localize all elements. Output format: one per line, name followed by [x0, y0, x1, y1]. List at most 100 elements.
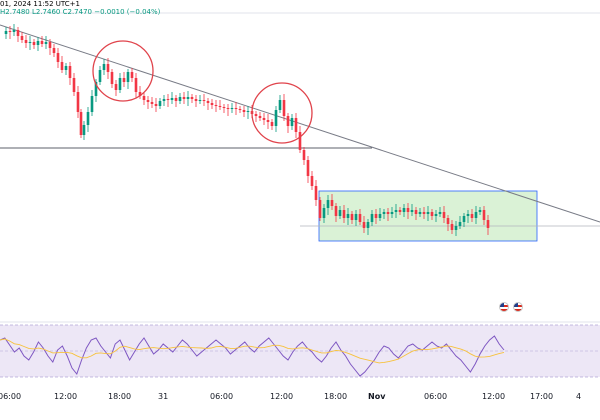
- candle-body: [390, 212, 394, 214]
- candle-body: [198, 100, 202, 101]
- candle-body: [486, 220, 490, 228]
- candle-body: [142, 96, 146, 100]
- candle-body: [222, 107, 226, 108]
- ohlc-readout: H2.7480 L2.7460 C2.7470 −0.0010 (−0.04%): [0, 8, 160, 16]
- candle-body: [430, 212, 434, 216]
- candle-body: [318, 200, 322, 218]
- candle-body: [326, 200, 330, 208]
- candle-body: [56, 53, 60, 62]
- candle-body: [474, 212, 478, 218]
- candle-body: [122, 78, 126, 82]
- candle-body: [466, 214, 470, 216]
- candle-body: [4, 31, 8, 34]
- candle-body: [242, 110, 246, 112]
- candle-body: [418, 212, 422, 214]
- candle-body: [24, 40, 28, 43]
- candle-body: [238, 109, 242, 110]
- time-axis-label: 06:00: [0, 392, 22, 401]
- candle-body: [12, 30, 16, 32]
- candle-body: [438, 212, 442, 214]
- candle-body: [234, 108, 238, 109]
- candle-body: [294, 118, 298, 132]
- circle-marker: [92, 40, 154, 102]
- candle-body: [274, 110, 278, 126]
- candle-body: [90, 96, 94, 112]
- us-flag-icon[interactable]: [499, 302, 509, 312]
- rsi-line: [0, 335, 505, 377]
- candle-body: [342, 210, 346, 218]
- candle-body: [226, 108, 230, 109]
- candle-body: [350, 214, 354, 220]
- time-axis-label: 06:00: [210, 392, 234, 401]
- candle-body: [186, 97, 190, 99]
- candle-body: [64, 66, 68, 70]
- candle-body: [158, 101, 162, 106]
- candle-body: [86, 112, 90, 125]
- candle-body: [94, 82, 98, 96]
- candle-body: [330, 200, 334, 206]
- candle-body: [290, 118, 294, 126]
- candle-body: [214, 105, 218, 106]
- candle-body: [434, 214, 438, 216]
- candle-body: [382, 212, 386, 214]
- time-axis-label: 12:00: [270, 392, 294, 401]
- candle-body: [446, 218, 450, 224]
- candle-body: [482, 210, 486, 220]
- candle-body: [79, 112, 83, 135]
- candle-body: [36, 41, 40, 45]
- time-axis-label: 18:00: [108, 392, 132, 401]
- candle-body: [28, 42, 32, 43]
- candle-body: [470, 214, 474, 218]
- candle-body: [370, 214, 374, 222]
- header-timestamp: 01, 2024 11:52 UTC+1: [0, 0, 80, 8]
- candle-body: [170, 98, 174, 100]
- candle-body: [16, 30, 20, 36]
- time-axis-label: Nov: [368, 392, 386, 401]
- candle-body: [218, 106, 222, 107]
- candle-body: [178, 97, 182, 101]
- candle-body: [362, 222, 366, 228]
- candle-body: [130, 72, 134, 78]
- candle-body: [114, 84, 118, 90]
- candle-body: [458, 222, 462, 226]
- candle-body: [306, 160, 310, 176]
- candle-body: [20, 36, 24, 40]
- candle-body: [298, 132, 302, 150]
- candle-body: [410, 210, 414, 212]
- candle-body: [190, 97, 194, 99]
- candle-body: [134, 78, 138, 92]
- candle-body: [462, 216, 466, 222]
- candle-body: [52, 48, 56, 53]
- candle-body: [246, 111, 250, 112]
- candle-body: [426, 212, 430, 214]
- candle-body: [194, 99, 198, 101]
- candle-body: [442, 212, 446, 218]
- candle-body: [68, 66, 72, 78]
- rsi-moving-average: [0, 338, 505, 364]
- candle-body: [60, 62, 64, 70]
- candle-body: [310, 176, 314, 186]
- time-axis-label: 06:00: [424, 392, 448, 401]
- candle-body: [398, 210, 402, 212]
- us-flag-icon[interactable]: [513, 302, 523, 312]
- candle-body: [262, 118, 266, 120]
- candle-body: [102, 64, 106, 70]
- candle-body: [258, 116, 262, 118]
- time-axis-label: 18:00: [324, 392, 348, 401]
- candle-body: [278, 100, 282, 110]
- candle-body: [8, 31, 12, 32]
- candle-body: [334, 206, 338, 216]
- candle-body: [118, 78, 122, 90]
- time-axis-label: 17:00: [530, 392, 554, 401]
- candle-body: [374, 214, 378, 218]
- candle-body: [182, 97, 186, 99]
- candle-body: [166, 99, 170, 100]
- candle-body: [162, 99, 166, 101]
- candle-body: [406, 208, 410, 212]
- candle-body: [414, 210, 418, 214]
- circle-marker: [251, 82, 313, 144]
- candle-body: [282, 100, 286, 116]
- candle-body: [98, 70, 102, 82]
- candle-body: [302, 150, 306, 160]
